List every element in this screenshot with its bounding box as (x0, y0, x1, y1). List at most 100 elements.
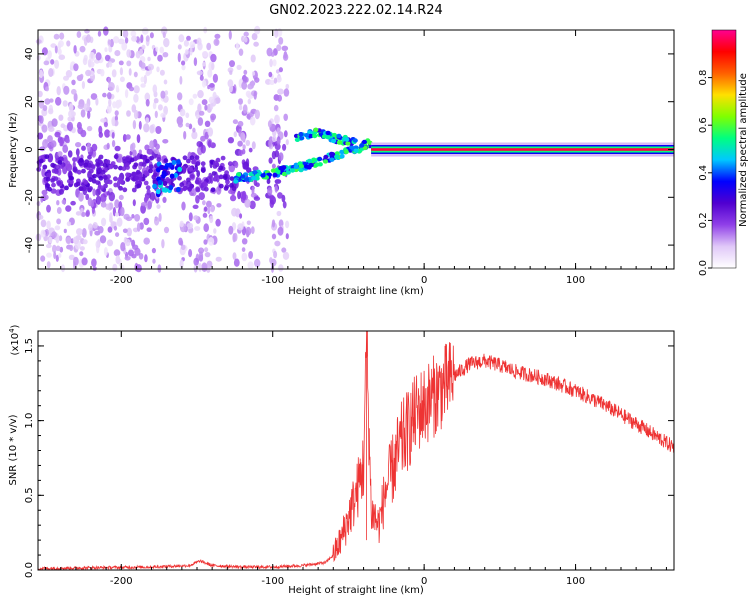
noise-band-mark (135, 169, 141, 175)
noise-mark (158, 212, 162, 222)
snr-panel: -200 -100 0 100 0.0 0.5 1.0 1.5 Height of stra… (8, 324, 675, 596)
spectrogram-marks (35, 25, 674, 273)
noise-mark (236, 64, 242, 70)
noise-mark (126, 60, 132, 67)
rising-branch-mark (349, 145, 355, 150)
noise-mark (104, 54, 111, 62)
noise-mark (278, 152, 284, 162)
noise-mark (183, 39, 189, 47)
noise-mark (149, 191, 156, 202)
noise-mark (124, 37, 129, 44)
noise-band-mark (148, 168, 153, 174)
noise-mark (245, 226, 252, 236)
rising-branch-mark (306, 165, 312, 170)
noise-band-mark (203, 186, 209, 192)
noise-mark (108, 191, 116, 202)
noise-mark (241, 190, 247, 201)
noise-mark (188, 98, 194, 106)
noise-mark (81, 228, 87, 238)
noise-mark (159, 69, 165, 76)
noise-mark (42, 194, 49, 201)
noise-mark (75, 211, 82, 216)
noise-mark (46, 252, 52, 258)
noise-mark (98, 131, 104, 138)
noise-band-mark (50, 178, 55, 183)
noise-mark (251, 33, 258, 41)
noise-mark (62, 100, 68, 107)
noise-mark (193, 215, 199, 221)
noise-band-mark (202, 181, 208, 187)
noise-band-mark (88, 186, 93, 191)
rising-branch-mark (339, 154, 345, 159)
noise-mark (209, 215, 214, 224)
noise-mark (50, 188, 57, 194)
noise-mark (53, 251, 57, 259)
upper-branch-mark (308, 133, 314, 139)
noise-mark (243, 37, 248, 43)
noise-band-mark (113, 176, 118, 182)
noise-mark (124, 255, 131, 261)
noise-mark (233, 131, 237, 138)
noise-mark (241, 247, 246, 253)
noise-mark (251, 71, 256, 76)
noise-mark (132, 120, 137, 130)
noise-mark (58, 54, 66, 60)
noise-mark (281, 247, 287, 253)
noise-mark (253, 196, 261, 201)
noise-mark (107, 77, 111, 84)
noise-mark (215, 218, 221, 227)
noise-mark (144, 254, 148, 263)
noise-mark (161, 239, 165, 249)
noise-mark (102, 92, 107, 98)
noise-mark (54, 225, 61, 231)
noise-mark (101, 217, 107, 227)
y-tick-label: 0 (24, 146, 35, 152)
noise-mark (282, 201, 287, 209)
noise-mark (58, 253, 62, 258)
noise-mark (161, 26, 168, 36)
noise-mark (103, 121, 108, 128)
noise-mark (76, 31, 82, 38)
noise-mark (278, 37, 284, 45)
noise-mark (56, 86, 61, 96)
blob-mark (171, 159, 177, 165)
noise-mark (179, 259, 184, 269)
upper-branch-mark (336, 140, 343, 145)
blob-mark (152, 183, 158, 189)
noise-mark (145, 195, 149, 201)
noise-mark (197, 90, 204, 99)
noise-mark (77, 126, 84, 135)
noise-mark (278, 264, 284, 272)
noise-mark (249, 200, 256, 210)
noise-mark (114, 199, 120, 209)
noise-mark (82, 239, 88, 245)
noise-mark (67, 150, 73, 158)
noise-mark (207, 139, 212, 148)
noise-mark (63, 228, 67, 234)
noise-band-mark (136, 183, 142, 189)
noise-mark (273, 104, 279, 112)
noise-mark (276, 44, 282, 52)
noise-band-mark (44, 154, 50, 160)
noise-mark (54, 59, 60, 69)
noise-mark (189, 41, 196, 49)
noise-band-mark (152, 172, 158, 178)
blob-mark (175, 159, 181, 165)
spectrogram-y-ticks: -40 -20 0 20 40 (24, 48, 674, 253)
noise-mark (130, 30, 137, 37)
noise-mark (131, 35, 138, 42)
noise-mark (189, 46, 193, 56)
noise-mark (231, 207, 238, 217)
noise-mark (241, 252, 248, 262)
noise-band-mark (83, 179, 89, 185)
noise-mark (268, 139, 272, 148)
noise-mark (119, 76, 125, 83)
noise-band-mark (51, 182, 56, 188)
noise-mark (203, 223, 209, 233)
noise-band-mark (64, 185, 69, 191)
noise-mark (184, 49, 189, 55)
noise-mark (283, 130, 288, 138)
noise-mark (228, 30, 232, 40)
noise-mark (268, 71, 273, 78)
